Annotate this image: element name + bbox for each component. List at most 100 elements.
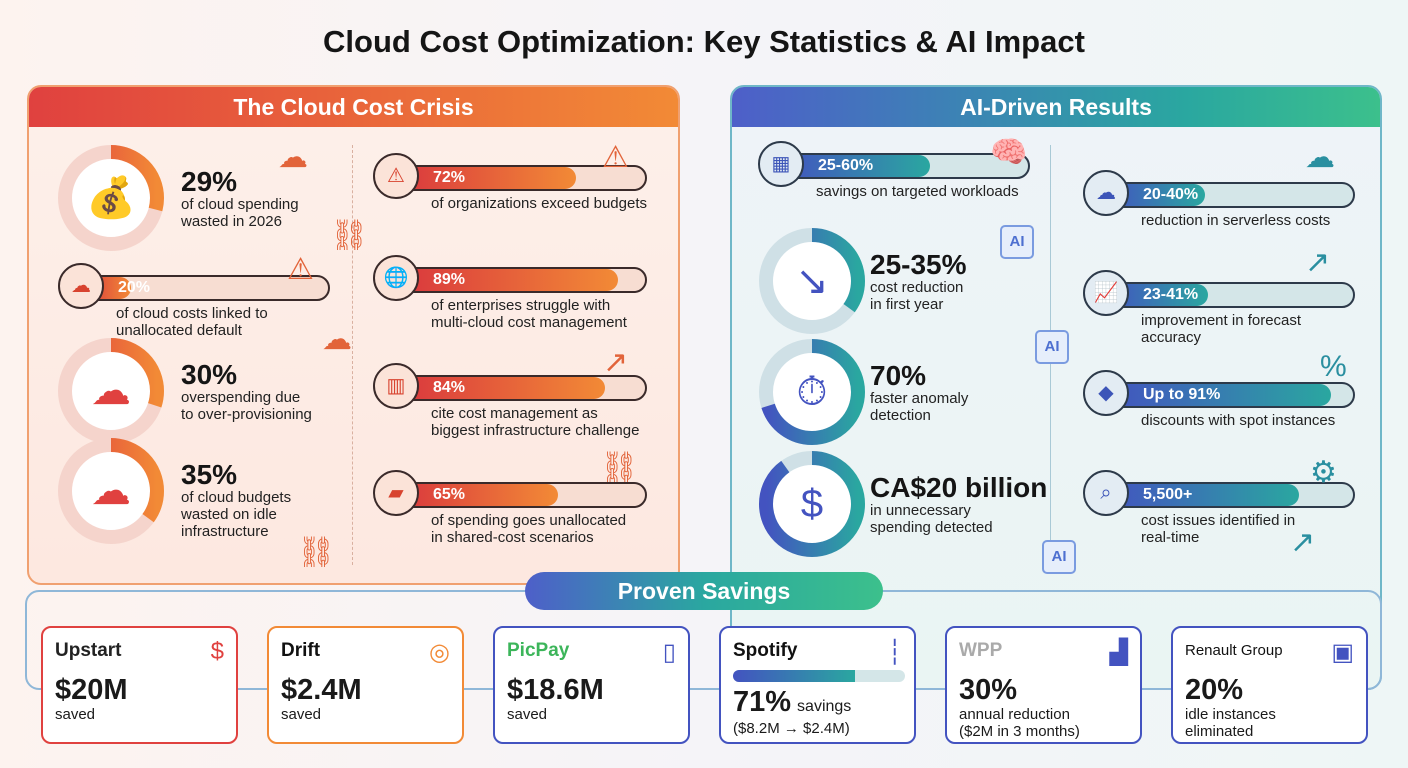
bar-fill: 72% [397, 167, 576, 189]
broken-link-icon: ⛓ [600, 451, 639, 484]
warning-icon: ⚠ [373, 153, 419, 199]
donut-ring [759, 451, 865, 557]
saving-value-number: 71% [733, 686, 792, 718]
phone-money-icon: ▯ [662, 639, 676, 666]
ai-donut-1: ⏱ [756, 336, 868, 448]
cloud-network-icon: ☁ [91, 469, 131, 513]
ai-donut-0: ↘ [756, 225, 868, 337]
company-card-picpay: PicPay ▯ $18.6M saved [493, 626, 690, 744]
stat-value: 29% [181, 166, 238, 197]
stat-description: cost reduction [870, 279, 964, 296]
stat-description: reduction in serverless costs [1141, 212, 1331, 229]
saving-value-number: 30% [959, 674, 1018, 706]
saving-description: eliminated [1185, 723, 1254, 740]
line-chart-icon: 📈 [1083, 270, 1129, 316]
donut-ring [58, 438, 164, 544]
crisis-donut-2: ☁ [55, 435, 167, 547]
growth-chart-icon: ↗ [1305, 246, 1331, 279]
saving-description: idle instances [1185, 706, 1276, 723]
divider [352, 145, 353, 565]
saving-description: saved [281, 706, 322, 723]
bar-value: 65% [433, 486, 466, 503]
bar-value: 5,500+ [1143, 486, 1193, 503]
cloud-box-icon: ☁ [58, 263, 104, 309]
bar-value: 20-40% [1143, 186, 1199, 203]
stat-description: multi-cloud cost management [431, 314, 627, 331]
stat-description: wasted in 2026 [181, 213, 282, 230]
donut-ring [58, 338, 164, 444]
crisis-donut-1: ☁ [55, 335, 167, 447]
donut-fill [58, 338, 164, 444]
stat-value: 35% [181, 459, 238, 490]
saving-value-suffix: savings [797, 698, 852, 715]
discount-badge-icon: % [1320, 350, 1347, 383]
stat-bar: 65% [395, 482, 647, 508]
cloud-icon: ☁ [322, 323, 352, 356]
stat-description: of enterprises struggle with [431, 297, 611, 314]
broken-link-icon: ⛓ [297, 536, 336, 569]
globe-icon: 🌐 [373, 255, 419, 301]
saving-description: ($2M in 3 months) [959, 723, 1080, 740]
stat-value: 70% [870, 360, 927, 391]
stat-description: real-time [1141, 529, 1200, 546]
stat-bar: 23-41% [1105, 282, 1355, 308]
soundwave-icon: ┆ [887, 639, 902, 666]
brand-logo: Renault Group [1185, 642, 1283, 659]
bar-fill: 5,500+ [1107, 484, 1299, 506]
brand-logo: PicPay [507, 640, 570, 661]
stat-description: in unnecessary [870, 502, 971, 519]
saving-value: 30% [959, 674, 1017, 707]
ai-chip-icon: AI [1035, 330, 1069, 364]
stat-value: CA$20 billion [870, 472, 1048, 503]
stat-description: biggest infrastructure challenge [431, 422, 640, 439]
proven-savings-header: Proven Savings [525, 572, 883, 610]
bar-value: 20% [118, 279, 151, 296]
donut-fill [759, 228, 865, 334]
bar-fill: 23-41% [1107, 284, 1208, 306]
bar-value: 89% [433, 271, 466, 288]
saving-description: saved [55, 706, 96, 723]
crisis-donut-0: 💰 [55, 142, 167, 254]
gears-icon: ⚙ [1310, 456, 1337, 489]
stopwatch-icon: ⏱ [796, 370, 828, 414]
saving-value-number: $20M [55, 674, 128, 706]
stat-bar: 25-60% [780, 153, 1030, 179]
stat-description: of cloud spending [181, 196, 299, 213]
stat-description: faster anomaly [870, 390, 969, 407]
savings-progress-bar [733, 670, 905, 682]
saving-value-number: $18.6M [507, 674, 604, 706]
donut-ring [58, 145, 164, 251]
saving-value-number: $2.4M [281, 674, 362, 706]
stat-description: of cloud budgets [181, 489, 292, 506]
donut-ring [759, 339, 865, 445]
saving-description: saved [507, 706, 548, 723]
saving-value: 71% savings [733, 686, 851, 719]
stat-description: of spending goes unallocated [431, 512, 627, 529]
bar-value: 23-41% [1143, 286, 1199, 303]
stat-description: savings on targeted workloads [816, 183, 1019, 200]
trend-up-icon: ↗ [603, 346, 629, 379]
stat-description: overspending due [181, 389, 301, 406]
page-title: Cloud Cost Optimization: Key Statistics … [323, 24, 1085, 59]
donut-fill [58, 145, 164, 251]
bar-fill: 84% [397, 377, 606, 399]
ai-header: AI-Driven Results [732, 87, 1380, 127]
saving-description: ($8.2M → $2.4M) [733, 720, 850, 737]
saving-value: $20M [55, 674, 128, 707]
ai-chip-icon: AI [1000, 225, 1034, 259]
brand-logo: Drift [281, 640, 321, 661]
stat-description: in shared-cost scenarios [431, 529, 594, 546]
donut-fill [759, 451, 865, 557]
cloud-bolt-icon: ☁ [1083, 170, 1129, 216]
saving-value: $2.4M [281, 674, 362, 707]
stat-description: cite cost management as [431, 405, 598, 422]
dollar-coin-icon: $ [210, 638, 224, 665]
car-icon: ▣ [1331, 639, 1354, 666]
stat-description: cost issues identified in [1141, 512, 1296, 529]
stat-description: of organizations exceed budgets [431, 195, 647, 212]
stat-bar: 72% [395, 165, 647, 191]
bar-chart-icon: ▥ [373, 363, 419, 409]
bar-fill: 89% [397, 269, 618, 291]
bar-fill: 20-40% [1107, 184, 1206, 206]
stat-bar: Up to 91% [1105, 382, 1355, 408]
